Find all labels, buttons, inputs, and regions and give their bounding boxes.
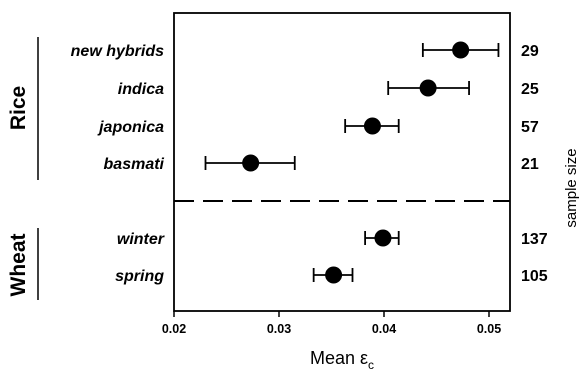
x-axis-label-subscript: c xyxy=(368,358,374,372)
chart-marks: 0.02 0.03 0.04 0.05 new hybrids 29 indica 25 jap… xyxy=(71,41,548,336)
x-axis-label: Mean εc xyxy=(310,348,374,372)
x-tick-label: 0.02 xyxy=(162,322,186,336)
mean-point xyxy=(242,154,260,172)
sample-size-label: 29 xyxy=(521,43,539,60)
sample-size-label: 21 xyxy=(521,156,539,173)
category-label: basmati xyxy=(104,156,165,173)
sample-size-label: 105 xyxy=(521,268,548,285)
mean-point xyxy=(419,79,437,97)
mean-point xyxy=(374,229,392,247)
group-label-rice: Rice xyxy=(7,86,30,130)
category-label: indica xyxy=(118,81,164,98)
mean-point xyxy=(363,117,381,135)
x-tick-label: 0.03 xyxy=(267,322,291,336)
group-label-wheat: Wheat xyxy=(7,233,30,296)
category-label: spring xyxy=(115,268,164,285)
plot-frame xyxy=(173,12,511,312)
category-label: new hybrids xyxy=(71,43,164,60)
mean-point xyxy=(325,266,343,284)
mean-point xyxy=(452,41,470,59)
sample-size-label: 25 xyxy=(521,81,539,98)
sample-size-label: 57 xyxy=(521,119,539,136)
category-label: japonica xyxy=(97,119,164,136)
right-axis-label: sample size xyxy=(563,148,580,227)
x-axis-label-main: Mean ε xyxy=(310,348,368,368)
sample-size-label: 137 xyxy=(521,231,548,248)
category-label: winter xyxy=(117,231,165,248)
x-tick-label: 0.05 xyxy=(477,322,501,336)
x-tick-label: 0.04 xyxy=(372,322,396,336)
